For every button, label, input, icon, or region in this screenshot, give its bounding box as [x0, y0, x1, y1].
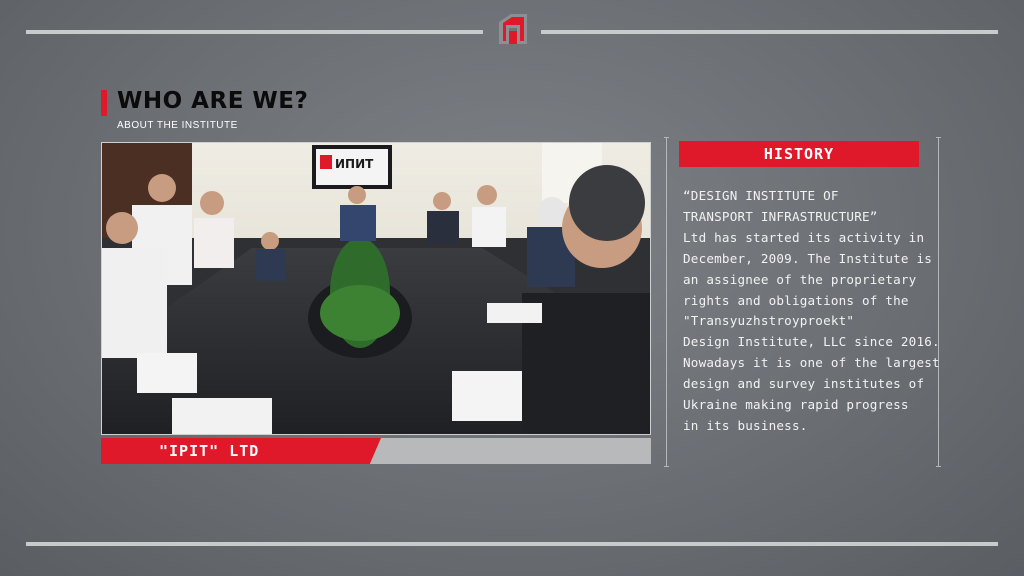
history-line: rights and obligations of the: [683, 292, 909, 308]
bottom-divider: [26, 542, 998, 546]
history-heading: HISTORY: [763, 145, 835, 163]
page-title: WHO ARE WE?: [117, 88, 309, 114]
history-heading-bar: HISTORY: [679, 141, 919, 167]
history-line: "Transyuzhstroyproekt": [683, 313, 855, 329]
meeting-photo: ИПИТ: [101, 142, 651, 435]
history-line: December, 2009. The Institute is: [683, 250, 933, 266]
history-line: TRANSPORT INFRASTRUCTURE”: [683, 208, 878, 224]
caption-label: "IPIT" LTD: [159, 442, 260, 460]
caption-bar: "IPIT" LTD: [101, 438, 651, 464]
top-divider-right: [541, 30, 998, 34]
history-line: in its business.: [683, 417, 808, 433]
title-accent-bar: [101, 90, 107, 116]
history-text: “DESIGN INSTITUTE OF TRANSPORT INFRASTRU…: [683, 186, 940, 437]
screen-logo-text: ИПИТ: [335, 157, 374, 171]
history-line: Design Institute, LLC since 2016.: [683, 334, 940, 350]
history-line: Nowadays it is one of the largest: [683, 355, 940, 371]
history-line: Ukraine making rapid progress: [683, 397, 909, 413]
page-subtitle: ABOUT THE INSTITUTE: [117, 120, 238, 131]
history-line: Ltd has started its activity in: [683, 229, 925, 245]
top-divider-left: [26, 30, 483, 34]
history-line: an assignee of the proprietary: [683, 271, 917, 287]
history-line: “DESIGN INSTITUTE OF: [683, 188, 839, 203]
vertical-divider-left: [664, 137, 669, 467]
vertical-divider-right: [936, 137, 941, 467]
caption-red-strip: [101, 438, 381, 464]
history-line: design and survey institutes of: [683, 376, 925, 392]
meeting-photo-illustration: ИПИТ: [102, 143, 650, 434]
ipit-logo-icon: [499, 14, 527, 44]
